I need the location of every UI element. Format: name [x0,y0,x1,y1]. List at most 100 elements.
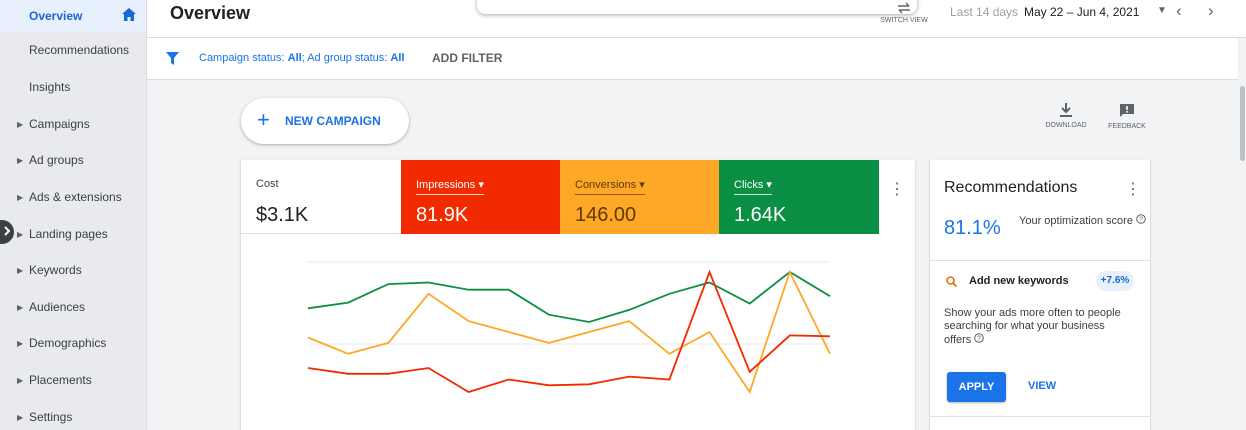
sidebar-item-settings[interactable]: ▶ Settings [0,401,146,430]
more-vert-icon[interactable]: ⋮ [889,181,905,198]
overlay-popup [477,0,917,14]
caret-right-icon: ▶ [17,155,24,165]
recommendations-card: Recommendations ⋮ 81.1% Your optimizatio… [930,160,1150,430]
filter-text-mid: ; Ad group status: [301,52,391,64]
sidebar-item-label: Placements [29,373,92,387]
caret-down-icon[interactable]: ▼ [1157,5,1167,16]
scrollbar[interactable] [1238,38,1246,430]
filter-text-prefix: Campaign status: [199,52,288,64]
recommendation-description-text: Show your ads more often to people searc… [944,307,1121,346]
svg-text:?: ? [977,336,981,343]
add-filter-button[interactable]: ADD FILTER [432,51,503,65]
sidebar-item-ad-groups[interactable]: ▶ Ad groups [0,144,146,176]
feedback-button[interactable]: FEEDBACK [1097,103,1157,130]
caret-right-icon: ▶ [17,119,24,129]
apply-button[interactable]: APPLY [947,372,1006,402]
sidebar-item-label: Insights [29,80,71,94]
feedback-label: FEEDBACK [1108,123,1146,130]
ad-group-status-value: All [390,52,405,64]
metric-cost[interactable]: Cost $3.1K [241,160,401,234]
metric-impressions[interactable]: Impressions ▾ 81.9K [401,160,560,234]
sidebar-collapse-button[interactable] [0,220,14,244]
new-campaign-button[interactable]: + NEW CAMPAIGN [241,98,409,144]
download-label: DOWNLOAD [1045,122,1087,129]
sidebar-item-insights[interactable]: Insights [0,71,146,103]
caret-right-icon: ▶ [17,375,24,385]
caret-right-icon: ▶ [17,192,24,202]
feedback-icon [1120,104,1134,117]
top-header: Overview SWITCH VIEW Last 14 days May 22… [147,0,1246,38]
sidebar-item-recommendations[interactable]: Recommendations [0,34,146,66]
download-button[interactable]: DOWNLOAD [1036,103,1096,129]
active-filters[interactable]: Campaign status: All; Ad group status: A… [199,52,404,64]
sidebar-item-label: Ads & extensions [29,190,122,204]
metric-impressions-label: Impressions [416,179,476,191]
new-campaign-label: NEW CAMPAIGN [285,114,381,128]
caret-right-icon: ▶ [17,265,24,275]
sidebar-item-ads-extensions[interactable]: ▶ Ads & extensions [0,181,146,213]
switch-view-button[interactable]: SWITCH VIEW [872,2,936,24]
sidebar-item-keywords[interactable]: ▶ Keywords [0,254,146,286]
campaign-status-value: All [287,52,302,64]
metric-clicks[interactable]: Clicks ▾ 1.64K [719,160,879,234]
sidebar-item-audiences[interactable]: ▶ Audiences [0,291,146,323]
sidebar-item-label: Overview [29,9,83,23]
series-line-impressions [307,269,831,393]
caret-right-icon: ▶ [17,302,24,312]
metric-clicks-label: Clicks [734,179,764,191]
chevron-right-icon [2,223,12,241]
sidebar-item-placements[interactable]: ▶ Placements [0,364,146,396]
scrollbar-thumb[interactable] [1240,86,1245,161]
caret-down-icon[interactable]: ▾ [639,179,645,191]
metric-conversions-label: Conversions [575,179,637,191]
metric-conversions[interactable]: Conversions ▾ 146.00 [560,160,719,234]
plus-icon: + [257,107,270,132]
filter-bar: Campaign status: All; Ad group status: A… [147,38,1246,80]
metric-cost-label: Cost [256,178,279,190]
page-title: Overview [170,3,251,23]
sidebar-item-label: Campaigns [29,117,90,131]
filter-icon[interactable] [166,52,179,70]
view-button[interactable]: VIEW [1028,380,1057,392]
score-uplift-badge: +7.6% [1096,271,1134,291]
caret-down-icon[interactable]: ▾ [766,179,772,191]
caret-right-icon: ▶ [17,338,24,348]
sidebar-item-label: Settings [29,410,73,424]
date-range-label: Last 14 days [950,5,1019,19]
recommendation-item-title: Add new keywords [969,275,1069,287]
performance-chart [307,261,831,395]
sidebar-item-label: Keywords [29,263,82,277]
series-line-conversions [307,269,831,395]
download-icon [1060,103,1072,117]
divider [930,260,1150,261]
sidebar-item-demographics[interactable]: ▶ Demographics [0,327,146,359]
metric-clicks-value: 1.64K [734,204,787,226]
caret-right-icon: ▶ [17,229,24,239]
series-line-clicks [307,270,831,323]
sidebar-item-landing-pages[interactable]: ▶ Landing pages [0,218,146,250]
metric-cost-value: $3.1K [256,204,309,226]
search-icon [946,274,958,292]
sidebar-item-label: Recommendations [29,43,130,57]
optimization-score-label: Your optimization score ? [1019,214,1146,228]
chevron-left-icon[interactable]: ‹ [1176,1,1182,20]
sidebar-item-label: Landing pages [29,227,108,241]
help-icon[interactable]: ? [1136,214,1146,227]
chevron-right-icon[interactable]: › [1208,1,1214,20]
performance-card: Cost $3.1K Impressions ▾ 81.9K Conversio… [241,160,915,430]
home-icon [122,8,136,24]
divider [930,416,1150,417]
recommendation-description: Show your ads more often to people searc… [944,307,1134,347]
help-icon[interactable]: ? [974,333,985,346]
caret-right-icon: ▶ [17,412,24,422]
recommendations-title: Recommendations [944,179,1078,196]
sidebar-item-campaigns[interactable]: ▶ Campaigns [0,108,146,140]
sidebar-nav: Overview Recommendations Insights ▶ Camp… [0,0,147,430]
more-vert-icon[interactable]: ⋮ [1125,181,1141,198]
metric-impressions-value: 81.9K [416,204,469,226]
caret-down-icon[interactable]: ▾ [478,179,484,191]
switch-view-label: SWITCH VIEW [880,17,928,24]
sidebar-item-overview[interactable]: Overview [0,0,146,32]
sidebar-item-label: Ad groups [29,153,84,167]
date-range-picker[interactable]: May 22 – Jun 4, 2021 [1024,5,1140,19]
